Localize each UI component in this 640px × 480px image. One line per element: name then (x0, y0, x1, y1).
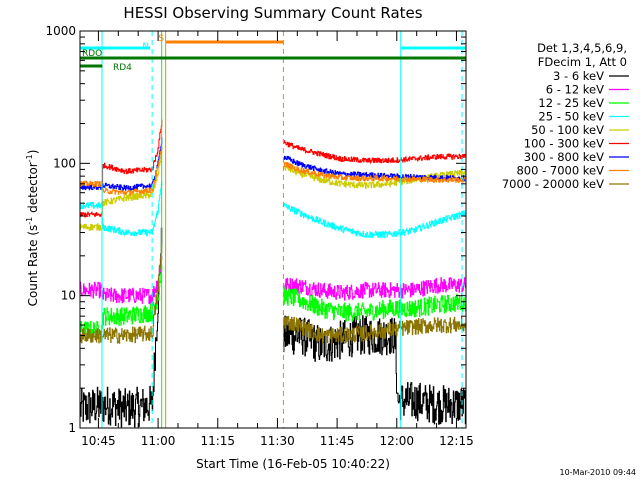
series-line-9-segment-1 (80, 242, 163, 344)
legend-header-decimation: FDecim 1, Att 0 (538, 55, 627, 69)
series-line-8-segment-2 (283, 161, 467, 183)
x-tick-label: 10:45 (81, 434, 116, 448)
y-tick-label: 10 (61, 289, 76, 303)
legend-label-7: 300 - 800 keV (524, 150, 604, 164)
legend-label-3: 12 - 25 keV (538, 96, 604, 110)
y-tick-label: 100 (53, 156, 76, 170)
flag-label-rd4: RD4 (113, 63, 132, 73)
series-line-5-segment-1 (80, 146, 163, 231)
series-line-4-segment-1 (80, 181, 163, 237)
series-line-2-segment-1 (80, 256, 163, 305)
x-tick-label: 12:15 (439, 434, 474, 448)
legend-label-8: 800 - 7000 keV (516, 164, 604, 178)
plot-frame (79, 30, 467, 429)
y-tick-label: 1 (68, 421, 76, 435)
x-axis-label: Start Time (16-Feb-05 10:40:22) (196, 457, 390, 471)
flag-label-n: N (142, 42, 149, 52)
series-line-5-segment-2 (283, 164, 467, 189)
series-line-6-segment-1 (80, 119, 163, 218)
x-tick-label: 11:00 (141, 434, 176, 448)
series-line-1-segment-1 (80, 227, 163, 428)
legend-label-4: 25 - 50 keV (538, 110, 604, 124)
legend-label-9: 7000 - 20000 keV (502, 177, 604, 191)
chart-title: HESSI Observing Summary Count Rates (123, 4, 422, 22)
series-line-3-segment-1 (80, 265, 163, 340)
flag-label-rdo: RDO (82, 49, 102, 59)
series-line-8-segment-1 (80, 146, 163, 196)
series-line-9-segment-2 (283, 315, 467, 344)
series-line-4-segment-2 (283, 203, 467, 239)
legend-header-detectors: Det 1,3,4,5,6,9, (537, 41, 627, 55)
legend-label-2: 6 - 12 keV (546, 83, 604, 97)
generation-timestamp: 10-Mar-2010 09:44 (560, 468, 637, 477)
series-line-6-segment-2 (283, 140, 467, 164)
y-tick-label: 1000 (45, 24, 76, 38)
series-line-3-segment-2 (283, 286, 467, 322)
x-tick-label: 11:45 (320, 434, 355, 448)
x-tick-label: 11:30 (260, 434, 295, 448)
x-tick-label: 12:00 (379, 434, 414, 448)
flag-label-s: S (158, 34, 164, 44)
x-tick-label: 11:15 (200, 434, 235, 448)
legend-label-5: 50 - 100 keV (531, 123, 604, 137)
legend-label-6: 100 - 300 keV (524, 137, 604, 151)
y-axis-label: Count Rate (s-1 detector-1) (25, 150, 40, 307)
series-line-2-segment-2 (283, 277, 467, 301)
series-line-1-segment-2 (283, 315, 467, 425)
legend-label-1: 3 - 6 keV (553, 69, 604, 83)
